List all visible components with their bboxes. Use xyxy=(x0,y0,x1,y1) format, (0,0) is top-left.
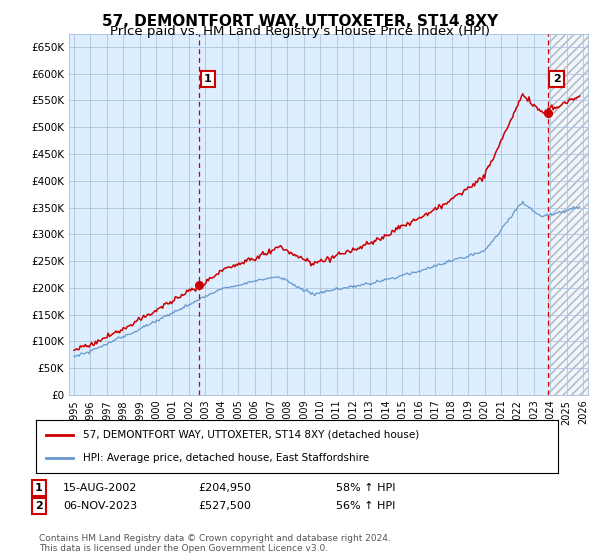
Text: 57, DEMONTFORT WAY, UTTOXETER, ST14 8XY (detached house): 57, DEMONTFORT WAY, UTTOXETER, ST14 8XY … xyxy=(83,430,419,440)
Text: 06-NOV-2023: 06-NOV-2023 xyxy=(63,501,137,511)
Text: Contains HM Land Registry data © Crown copyright and database right 2024.
This d: Contains HM Land Registry data © Crown c… xyxy=(39,534,391,553)
Text: 1: 1 xyxy=(35,483,43,493)
Text: 15-AUG-2002: 15-AUG-2002 xyxy=(63,483,137,493)
Text: 57, DEMONTFORT WAY, UTTOXETER, ST14 8XY: 57, DEMONTFORT WAY, UTTOXETER, ST14 8XY xyxy=(102,14,498,29)
Text: 1: 1 xyxy=(204,74,212,84)
Bar xyxy=(548,34,588,395)
Text: £204,950: £204,950 xyxy=(198,483,251,493)
Text: 56% ↑ HPI: 56% ↑ HPI xyxy=(336,501,395,511)
Text: HPI: Average price, detached house, East Staffordshire: HPI: Average price, detached house, East… xyxy=(83,453,369,463)
Text: 2: 2 xyxy=(35,501,43,511)
Text: Price paid vs. HM Land Registry's House Price Index (HPI): Price paid vs. HM Land Registry's House … xyxy=(110,25,490,38)
Text: 58% ↑ HPI: 58% ↑ HPI xyxy=(336,483,395,493)
Bar xyxy=(548,34,588,395)
Text: 2: 2 xyxy=(553,74,560,84)
Text: £527,500: £527,500 xyxy=(198,501,251,511)
